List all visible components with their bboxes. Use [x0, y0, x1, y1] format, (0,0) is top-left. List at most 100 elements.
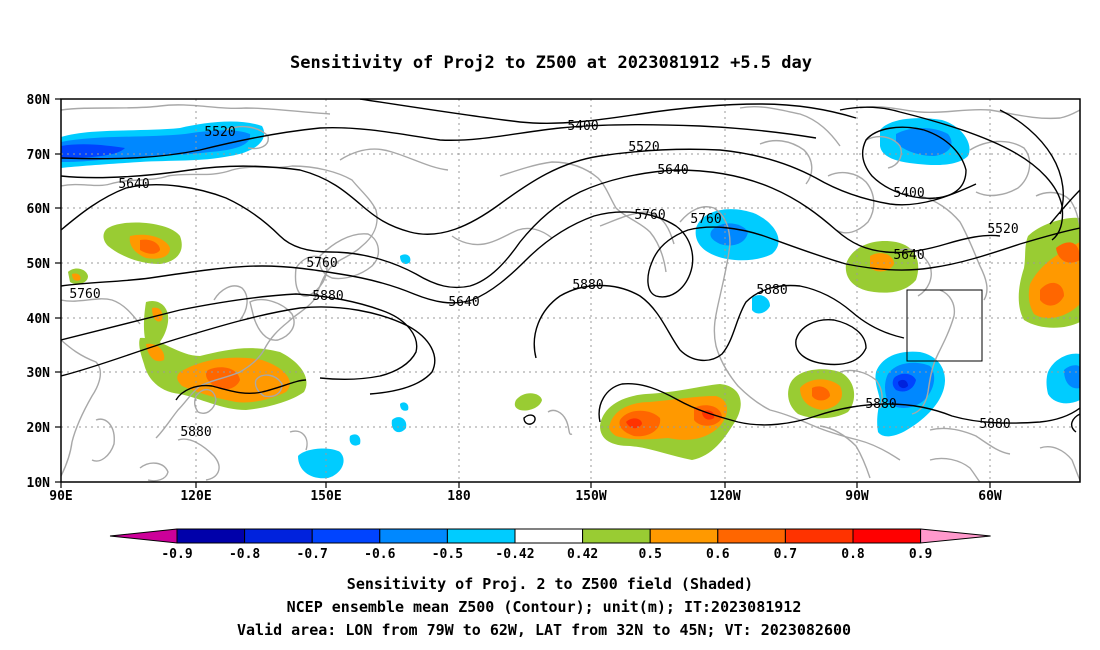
contour-line — [861, 126, 967, 199]
map-panel: 5520 5400 5520 5640 5640 5760 5760 5400 … — [27, 93, 1081, 504]
contour-line — [61, 293, 418, 381]
negative-sensitivity-region — [752, 295, 770, 314]
coastline — [759, 139, 813, 185]
coastline — [451, 227, 553, 246]
coastline — [318, 233, 379, 280]
contour-labels: 5520 5400 5520 5640 5640 5760 5760 5400 … — [69, 119, 1018, 440]
coastline — [213, 285, 248, 321]
coastline — [599, 211, 675, 245]
contour-line — [359, 99, 857, 124]
colorbar-label: 0.5 — [638, 547, 661, 562]
contour-line — [61, 306, 436, 395]
colorbar-swatch — [311, 528, 381, 544]
lat-label: 60N — [27, 202, 51, 217]
lat-label: 20N — [27, 421, 51, 436]
coastline — [919, 195, 988, 301]
coastline — [679, 206, 901, 461]
colorbar-label: -0.9 — [161, 547, 192, 562]
contour-label: 5520 — [628, 140, 659, 155]
coastline — [61, 104, 331, 115]
colorbar-swatch — [717, 528, 786, 544]
contour-label: 5880 — [312, 289, 343, 304]
lat-label: 10N — [27, 476, 51, 491]
positive-sensitivity-region — [626, 418, 642, 429]
positive-sensitivity-region — [72, 273, 81, 281]
coastline — [899, 248, 932, 297]
coastline — [969, 140, 1031, 197]
contour-line — [598, 383, 1080, 426]
z500-contours — [61, 99, 1080, 433]
coastline — [839, 369, 883, 409]
contour-label: 5760 — [306, 256, 337, 271]
contour-line — [839, 106, 1064, 241]
contour-line — [795, 319, 867, 366]
valid-area-box — [906, 289, 983, 362]
coastline — [177, 438, 220, 481]
coastline — [859, 105, 1080, 120]
colorbar-label: -0.6 — [364, 547, 395, 562]
coastline — [865, 135, 902, 169]
coastline — [499, 161, 667, 273]
coastline — [929, 457, 981, 482]
lat-label: 30N — [27, 366, 51, 381]
coastlines — [61, 104, 1080, 482]
coastline — [827, 171, 875, 234]
contour-label: 5880 — [756, 283, 787, 298]
lon-label: 150E — [310, 489, 341, 504]
colorbar-label: 0.7 — [774, 547, 797, 562]
latitude-labels: 80N 70N 60N 50N 40N 30N 20N 10N — [27, 93, 51, 491]
colorbar-label: -0.42 — [495, 547, 534, 562]
coastline — [929, 427, 1011, 455]
negative-sensitivity-region — [400, 402, 409, 411]
positive-sensitivity-region — [812, 386, 830, 401]
map-frame — [60, 98, 1081, 483]
positive-sensitivity-region — [514, 393, 542, 411]
coastline — [193, 389, 217, 414]
longitude-labels: 90E 120E 150E 180 150W 120W 90W 60W — [49, 489, 1002, 504]
contour-line — [61, 148, 977, 235]
contour-line — [533, 284, 905, 361]
coastline — [61, 339, 102, 477]
contour-label: 5880 — [180, 425, 211, 440]
coastline — [819, 425, 871, 479]
coastline — [739, 105, 841, 147]
contour-line — [1049, 189, 1080, 225]
colorbar-label: -0.7 — [297, 547, 328, 562]
negative-sensitivity-region — [400, 254, 411, 264]
lon-label: 90W — [845, 489, 869, 504]
figure-title: Sensitivity of Proj2 to Z500 at 20230819… — [290, 53, 812, 73]
contour-line — [175, 379, 307, 401]
lon-label: 180 — [447, 489, 471, 504]
colorbar-label: -0.5 — [432, 547, 463, 562]
contour-label: 5760 — [69, 287, 100, 302]
contour-label: 5760 — [634, 208, 665, 223]
colorbar-label: 0.9 — [909, 547, 932, 562]
positive-sensitivity-region — [1040, 282, 1064, 306]
contour-label: 5400 — [893, 186, 924, 201]
contour-line — [523, 414, 536, 425]
colorbar-arrow-left — [109, 528, 178, 544]
colorbar-swatch — [244, 528, 313, 544]
contour-line — [999, 109, 1064, 215]
colorbar-label: 0.6 — [706, 547, 730, 562]
contour-label: 5880 — [572, 278, 603, 293]
colorbar-label: -0.8 — [229, 547, 260, 562]
lat-label: 70N — [27, 148, 51, 163]
lon-label: 60W — [978, 489, 1002, 504]
colorbar-swatch — [514, 528, 584, 544]
caption-line-2: NCEP ensemble mean Z500 (Contour); unit(… — [287, 598, 802, 616]
lon-label: 120W — [709, 489, 740, 504]
contour-line — [1070, 413, 1080, 433]
contour-line — [61, 123, 817, 160]
lat-label: 50N — [27, 257, 51, 272]
coastline — [61, 298, 141, 325]
coastline — [339, 148, 449, 171]
coastline — [1039, 446, 1080, 481]
colorbar-swatch — [784, 528, 854, 544]
negative-sensitivity-region — [898, 379, 908, 389]
caption-line-1: Sensitivity of Proj. 2 to Z500 field (Sh… — [347, 575, 753, 593]
lon-label: 120E — [180, 489, 211, 504]
lat-label: 80N — [27, 93, 51, 108]
negative-sensitivity-region — [61, 144, 125, 158]
contour-label: 5760 — [690, 212, 721, 227]
